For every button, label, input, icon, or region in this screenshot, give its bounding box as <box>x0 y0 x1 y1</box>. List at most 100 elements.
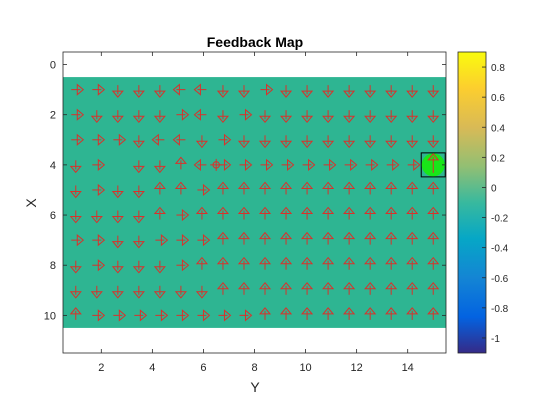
feedback-field <box>63 77 446 328</box>
arrow-mark <box>279 206 293 220</box>
arrow-mark <box>132 110 145 123</box>
x-axis-ticks: 2 4 6 8 10 12 14 <box>98 52 414 374</box>
colorbar-tick-label: 0.4 <box>491 123 505 134</box>
arrow-mark <box>343 206 356 220</box>
arrow-mark <box>172 83 186 96</box>
x-tick-label: 14 <box>402 362 414 374</box>
y-tick-label: 8 <box>50 260 56 272</box>
arrow-mark <box>132 210 145 224</box>
arrow-mark <box>237 282 251 295</box>
colorbar: 0.8 0.6 0.4 0.2 0 -0.2 -0.4 -0.6 -0.8 -1 <box>457 51 509 354</box>
arrow-mark <box>343 256 356 270</box>
y-tick-label: 6 <box>50 210 56 222</box>
arrow-mark <box>153 110 166 123</box>
arrow-mark <box>322 282 335 295</box>
arrow-mark <box>322 110 335 123</box>
arrow-mark <box>111 235 124 249</box>
arrow-mark <box>113 133 127 146</box>
arrow-mark <box>216 256 230 270</box>
arrow-mark <box>322 307 335 320</box>
arrow-mark <box>301 85 314 98</box>
arrow-mark <box>71 133 85 146</box>
arrow-mark <box>258 307 272 320</box>
arrow-mark <box>92 309 106 322</box>
arrow-mark <box>195 135 208 149</box>
arrow-mark <box>216 206 230 220</box>
arrow-mark <box>111 85 124 98</box>
arrow-mark <box>216 110 230 123</box>
arrow-mark <box>301 181 314 195</box>
arrow-mark <box>385 231 398 245</box>
colorbar-tick-label: -0.6 <box>491 274 509 285</box>
arrow-mark <box>193 158 207 171</box>
arrow-mark <box>132 285 145 299</box>
arrow-mark <box>69 285 82 299</box>
arrow-mark <box>195 285 208 299</box>
arrow-mark <box>406 110 419 123</box>
arrow-mark <box>174 285 187 299</box>
arrow-mark <box>258 135 272 149</box>
arrow-mark <box>71 234 85 247</box>
plot-area <box>62 51 447 354</box>
arrow-mark <box>301 256 314 270</box>
arrow-mark <box>406 206 419 220</box>
arrow-mark <box>364 85 377 98</box>
arrow-mark <box>406 231 419 245</box>
arrow-mark <box>385 307 398 320</box>
arrow-mark <box>385 135 398 149</box>
arrow-mark <box>153 260 166 274</box>
arrow-mark <box>237 85 251 98</box>
arrow-mark <box>92 183 106 197</box>
arrow-mark <box>174 181 187 195</box>
arrow-mark <box>406 85 419 98</box>
chart-title: Feedback Map <box>207 34 303 50</box>
arrow-mark <box>237 206 251 220</box>
x-tick-label: 4 <box>149 362 155 374</box>
arrow-mark <box>427 307 440 320</box>
arrow-mark <box>155 234 169 247</box>
arrow-mark <box>279 307 293 320</box>
arrow-mark <box>132 235 145 249</box>
arrow-mark <box>301 282 314 295</box>
colorbar-tick-label: 0.6 <box>491 93 505 104</box>
arrow-mark <box>364 307 377 320</box>
arrow-mark <box>322 85 335 98</box>
arrow-mark <box>301 307 314 320</box>
arrow-mark <box>301 135 314 149</box>
arrow-mark <box>407 158 421 171</box>
arrow-mark <box>111 285 124 299</box>
arrow-mark <box>153 160 166 174</box>
arrow-mark <box>301 110 314 123</box>
y-axis-label: X <box>23 198 39 208</box>
arrow-mark <box>322 206 335 220</box>
arrow-mark <box>322 181 335 195</box>
arrow-mark <box>344 158 358 171</box>
arrow-mark <box>322 135 335 149</box>
arrow-mark <box>281 158 295 171</box>
colorbar-tick-label: 0 <box>491 183 497 194</box>
colorbar-tick-label: 0.8 <box>491 63 505 74</box>
y-tick-label: 0 <box>50 60 56 72</box>
arrow-mark <box>406 181 419 195</box>
arrow-mark <box>132 260 145 274</box>
arrow-mark <box>301 206 314 220</box>
arrow-mark <box>132 185 145 199</box>
x-tick-label: 10 <box>299 362 311 374</box>
arrow-mark <box>239 309 253 322</box>
arrow-mark <box>195 256 208 270</box>
arrow-mark <box>111 210 124 224</box>
arrow-mark <box>406 256 419 270</box>
arrow-mark <box>153 285 166 299</box>
arrow-mark <box>279 85 293 98</box>
arrow-mark <box>239 108 253 121</box>
arrow-mark <box>176 234 190 247</box>
arrow-mark <box>343 85 356 98</box>
arrow-mark <box>279 231 293 245</box>
arrow-mark <box>258 282 272 295</box>
arrow-mark <box>364 135 377 149</box>
arrow-mark <box>132 135 145 149</box>
arrow-mark <box>427 256 440 270</box>
goal-arrow-head <box>427 153 440 161</box>
arrow-mark <box>111 185 124 199</box>
arrow-mark <box>153 85 166 98</box>
